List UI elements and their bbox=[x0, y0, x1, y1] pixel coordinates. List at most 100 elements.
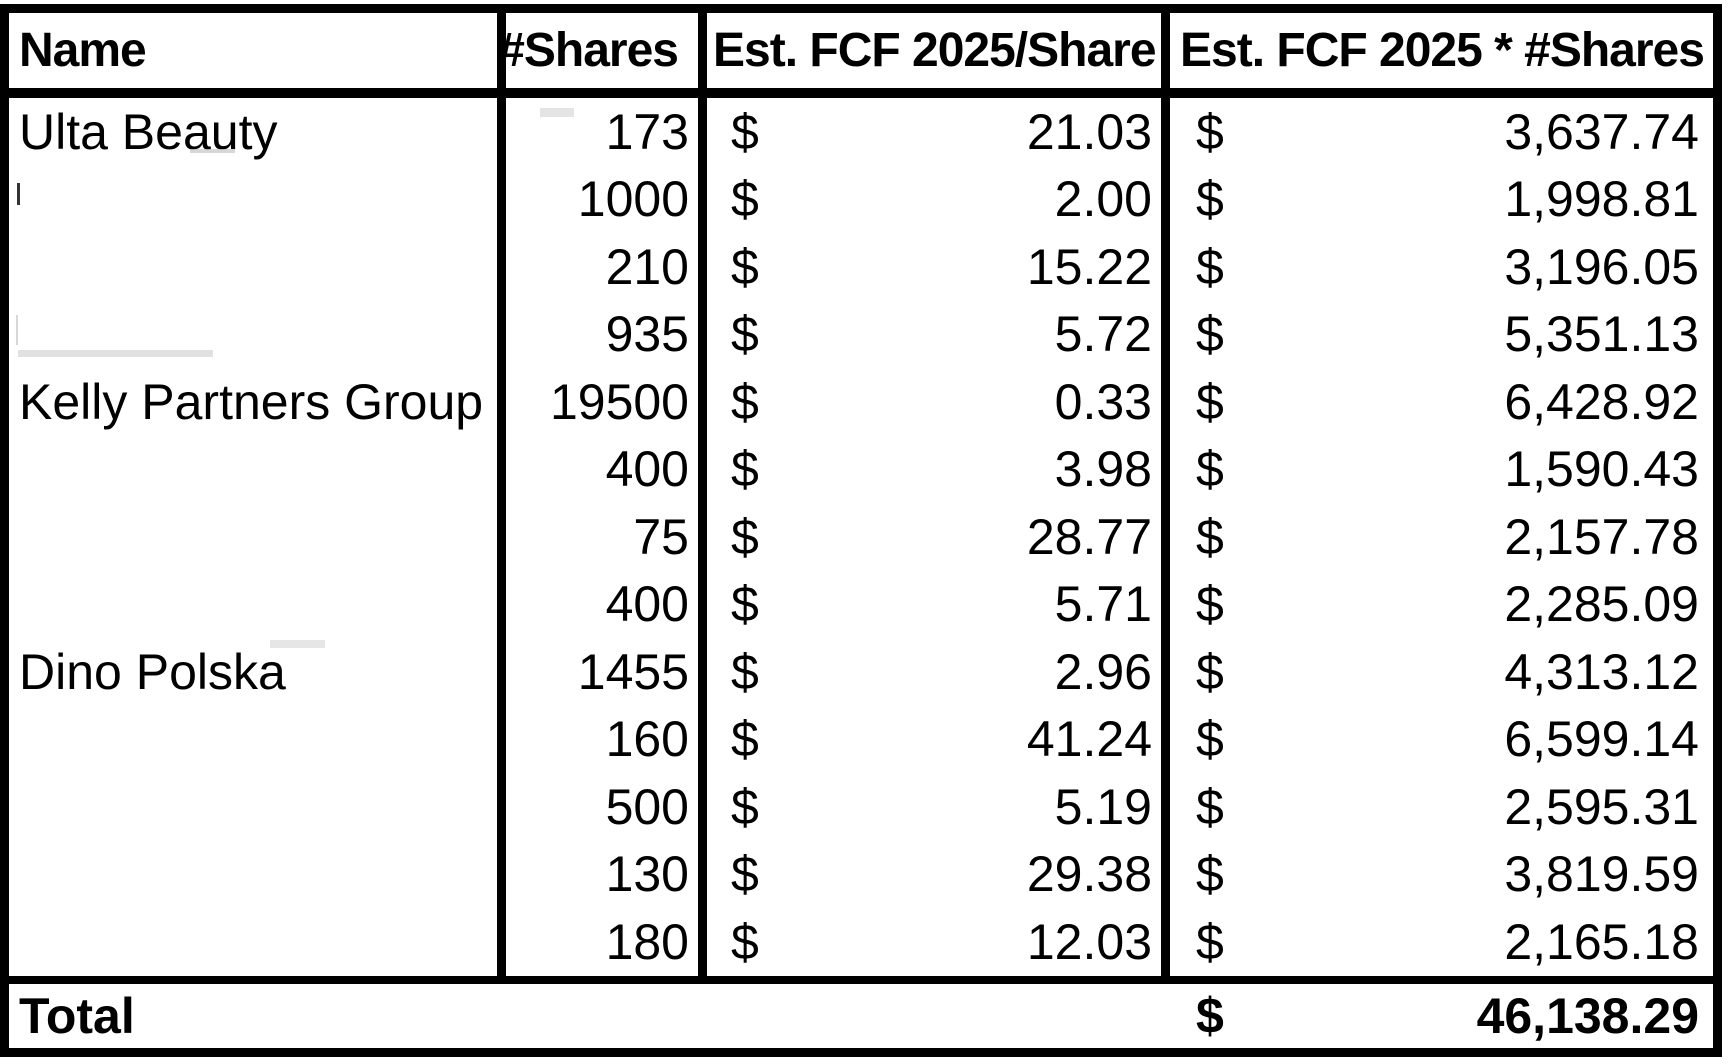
fcf-total-cell[interactable]: $2,595.31 bbox=[1170, 773, 1713, 841]
table-row: 180 $12.03 $2,165.18 bbox=[9, 908, 1713, 976]
name-cell[interactable] bbox=[9, 570, 506, 638]
fcf-per-share-value: 41.24 bbox=[1026, 711, 1152, 768]
currency-symbol: $ bbox=[1196, 846, 1224, 903]
shares-cell[interactable]: 1455 bbox=[506, 638, 707, 706]
name-cell[interactable]: Kelly Partners Group bbox=[9, 368, 506, 436]
name-cell[interactable] bbox=[9, 165, 506, 233]
column-header-name: Name bbox=[19, 24, 147, 77]
table-row: Ulta Beauty 173 $21.03 $3,637.74 bbox=[9, 98, 1713, 166]
fcf-per-share-value: 28.77 bbox=[1026, 508, 1152, 565]
shares-cell[interactable]: 935 bbox=[506, 300, 707, 368]
name-cell[interactable] bbox=[9, 773, 506, 841]
fcf-total-cell[interactable]: $2,157.78 bbox=[1170, 503, 1713, 571]
fcf-per-share-cell[interactable]: $5.19 bbox=[707, 773, 1170, 841]
total-value-cell[interactable]: $ 46,138.29 bbox=[1170, 984, 1713, 1048]
currency-symbol: $ bbox=[1196, 987, 1224, 1044]
name-cell[interactable] bbox=[9, 233, 506, 301]
fcf-total-cell[interactable]: $2,165.18 bbox=[1170, 908, 1713, 976]
table-row: 400 $3.98 $1,590.43 bbox=[9, 435, 1713, 504]
shares-cell[interactable]: 400 bbox=[506, 570, 707, 638]
column-header-fcf-total: Est. FCF 2025 * #Shares bbox=[1180, 24, 1705, 77]
currency-symbol: $ bbox=[731, 576, 759, 633]
fcf-per-share-cell[interactable]: $2.96 bbox=[707, 638, 1170, 706]
fcf-per-share-value: 2.96 bbox=[1054, 643, 1152, 700]
shares-cell[interactable]: 180 bbox=[506, 908, 707, 976]
fcf-total-cell[interactable]: $4,313.12 bbox=[1170, 638, 1713, 706]
fcf-total-cell[interactable]: $3,637.74 bbox=[1170, 98, 1713, 166]
currency-symbol: $ bbox=[1196, 373, 1224, 430]
shares-cell[interactable]: 75 bbox=[506, 503, 707, 571]
shares-value: 400 bbox=[605, 576, 689, 633]
currency-symbol: $ bbox=[731, 441, 759, 498]
fcf-total-cell[interactable]: $5,351.13 bbox=[1170, 301, 1713, 369]
fcf-total-cell[interactable]: $6,428.92 bbox=[1170, 368, 1713, 436]
currency-symbol: $ bbox=[1196, 441, 1224, 498]
fcf-per-share-cell[interactable]: $5.72 bbox=[707, 300, 1170, 368]
column-header-shares: #Shares bbox=[506, 24, 679, 77]
currency-symbol: $ bbox=[731, 643, 759, 700]
name-cell[interactable] bbox=[9, 840, 506, 908]
fcf-per-share-cell[interactable]: $5.71 bbox=[707, 570, 1170, 638]
fcf-total-value: 2,595.31 bbox=[1504, 778, 1699, 835]
shares-value: 1000 bbox=[577, 171, 689, 228]
fcf-total-value: 3,819.59 bbox=[1504, 846, 1699, 903]
shares-cell[interactable]: 400 bbox=[506, 435, 707, 503]
portfolio-table: Name #Shares Est. FCF 2025/Share Est. FC… bbox=[0, 4, 1722, 1057]
shares-cell[interactable]: 19500 bbox=[506, 368, 707, 436]
fcf-per-share-value: 5.72 bbox=[1054, 306, 1152, 363]
fcf-per-share-cell[interactable]: $2.00 bbox=[707, 165, 1170, 233]
currency-symbol: $ bbox=[731, 778, 759, 835]
fcf-total-value: 1,998.81 bbox=[1504, 171, 1699, 228]
currency-symbol: $ bbox=[731, 711, 759, 768]
fcf-total-cell[interactable]: $1,590.43 bbox=[1170, 436, 1713, 504]
fcf-total-cell[interactable]: $2,285.09 bbox=[1170, 571, 1713, 639]
fcf-per-share-cell[interactable]: $41.24 bbox=[707, 705, 1170, 773]
table-row: 1000 $2.00 $1,998.81 bbox=[9, 165, 1713, 234]
total-row: Total $ 46,138.29 bbox=[9, 975, 1713, 1048]
shares-cell[interactable]: 173 bbox=[506, 98, 707, 166]
currency-symbol: $ bbox=[1196, 643, 1224, 700]
fcf-per-share-cell[interactable]: $29.38 bbox=[707, 840, 1170, 908]
fcf-total-value: 3,637.74 bbox=[1504, 103, 1699, 160]
fcf-per-share-cell[interactable]: $28.77 bbox=[707, 503, 1170, 571]
fcf-total-cell[interactable]: $1,998.81 bbox=[1170, 166, 1713, 234]
shares-cell[interactable]: 500 bbox=[506, 773, 707, 841]
fcf-per-share-value: 15.22 bbox=[1026, 238, 1152, 295]
shares-cell[interactable]: 130 bbox=[506, 840, 707, 908]
fcf-total-cell[interactable]: $3,819.59 bbox=[1170, 841, 1713, 909]
header-cell-fcf-per-share[interactable]: Est. FCF 2025/Share bbox=[707, 13, 1170, 88]
header-row: Name #Shares Est. FCF 2025/Share Est. FC… bbox=[9, 13, 1713, 98]
fcf-per-share-cell[interactable]: $0.33 bbox=[707, 368, 1170, 436]
name-cell[interactable] bbox=[9, 435, 506, 503]
currency-symbol: $ bbox=[731, 913, 759, 970]
shares-cell[interactable]: 210 bbox=[506, 233, 707, 301]
fcf-per-share-value: 2.00 bbox=[1054, 171, 1152, 228]
fcf-total-value: 1,590.43 bbox=[1504, 441, 1699, 498]
header-cell-name[interactable]: Name bbox=[9, 13, 506, 88]
fcf-per-share-cell[interactable]: $3.98 bbox=[707, 435, 1170, 503]
table-row: 130 $29.38 $3,819.59 bbox=[9, 840, 1713, 909]
fcf-total-value: 6,428.92 bbox=[1504, 373, 1699, 430]
name-cell[interactable]: Ulta Beauty bbox=[9, 98, 506, 166]
header-cell-shares[interactable]: #Shares bbox=[506, 13, 707, 88]
name-cell[interactable] bbox=[9, 908, 506, 976]
name-cell[interactable] bbox=[9, 503, 506, 571]
name-cell[interactable]: Dino Polska bbox=[9, 638, 506, 706]
total-label: Total bbox=[19, 987, 135, 1044]
fcf-total-value: 4,313.12 bbox=[1504, 643, 1699, 700]
header-cell-fcf-total[interactable]: Est. FCF 2025 * #Shares bbox=[1170, 13, 1713, 88]
currency-symbol: $ bbox=[1196, 238, 1224, 295]
table-row: 160 $41.24 $6,599.14 bbox=[9, 705, 1713, 774]
fcf-per-share-cell[interactable]: $12.03 bbox=[707, 908, 1170, 976]
fcf-per-share-value: 5.71 bbox=[1054, 576, 1152, 633]
fcf-total-cell[interactable]: $6,599.14 bbox=[1170, 706, 1713, 774]
fcf-total-cell[interactable]: $3,196.05 bbox=[1170, 233, 1713, 301]
shares-value: 1455 bbox=[577, 643, 689, 700]
shares-cell[interactable]: 160 bbox=[506, 705, 707, 773]
name-cell[interactable] bbox=[9, 300, 506, 368]
shares-cell[interactable]: 1000 bbox=[506, 165, 707, 233]
name-cell[interactable] bbox=[9, 705, 506, 773]
fcf-per-share-cell[interactable]: $15.22 bbox=[707, 233, 1170, 301]
shares-value: 160 bbox=[605, 711, 689, 768]
fcf-per-share-cell[interactable]: $21.03 bbox=[707, 98, 1170, 166]
